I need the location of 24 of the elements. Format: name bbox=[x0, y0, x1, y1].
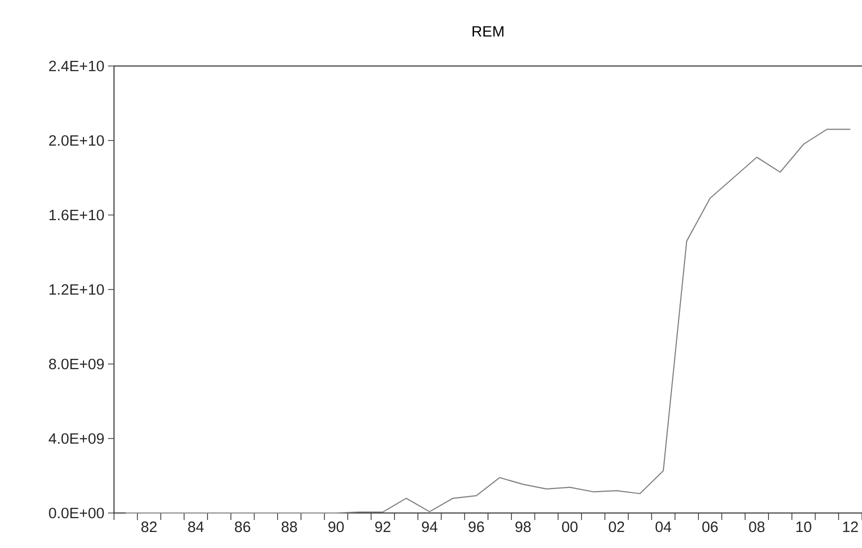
x-tick-label: 00 bbox=[562, 522, 578, 532]
x-tick-label: 06 bbox=[702, 522, 718, 532]
x-tick-label: 88 bbox=[282, 522, 297, 532]
y-tick-label: 1.2E+10 bbox=[50, 284, 104, 295]
x-tick-label: 92 bbox=[375, 522, 390, 532]
x-tick-label: 84 bbox=[188, 522, 204, 532]
x-tick-label: 08 bbox=[749, 522, 764, 532]
chart-title: REM bbox=[472, 26, 504, 36]
x-tick-label: 12 bbox=[843, 522, 858, 532]
y-tick-label: 2.0E+10 bbox=[49, 135, 104, 146]
y-tick-label: 4.0E+09 bbox=[48, 433, 104, 444]
x-tick-label: 98 bbox=[515, 522, 531, 532]
x-tick-label: 94 bbox=[422, 522, 438, 532]
y-tick-label: 8.0E+09 bbox=[49, 358, 104, 370]
x-tick-label: 02 bbox=[608, 522, 624, 532]
y-tick-label: 2.4E+10 bbox=[49, 60, 104, 72]
x-tick-label: 04 bbox=[656, 522, 672, 532]
y-tick-label: 1.6E+10 bbox=[50, 210, 104, 220]
y-tick-label: 0.0E+00 bbox=[48, 508, 104, 518]
x-tick-label: 86 bbox=[234, 522, 250, 532]
x-tick-label: 90 bbox=[328, 522, 344, 532]
x-tick-label: 82 bbox=[141, 522, 157, 532]
x-tick-label: 96 bbox=[468, 522, 484, 532]
x-tick-label: 10 bbox=[796, 522, 812, 532]
